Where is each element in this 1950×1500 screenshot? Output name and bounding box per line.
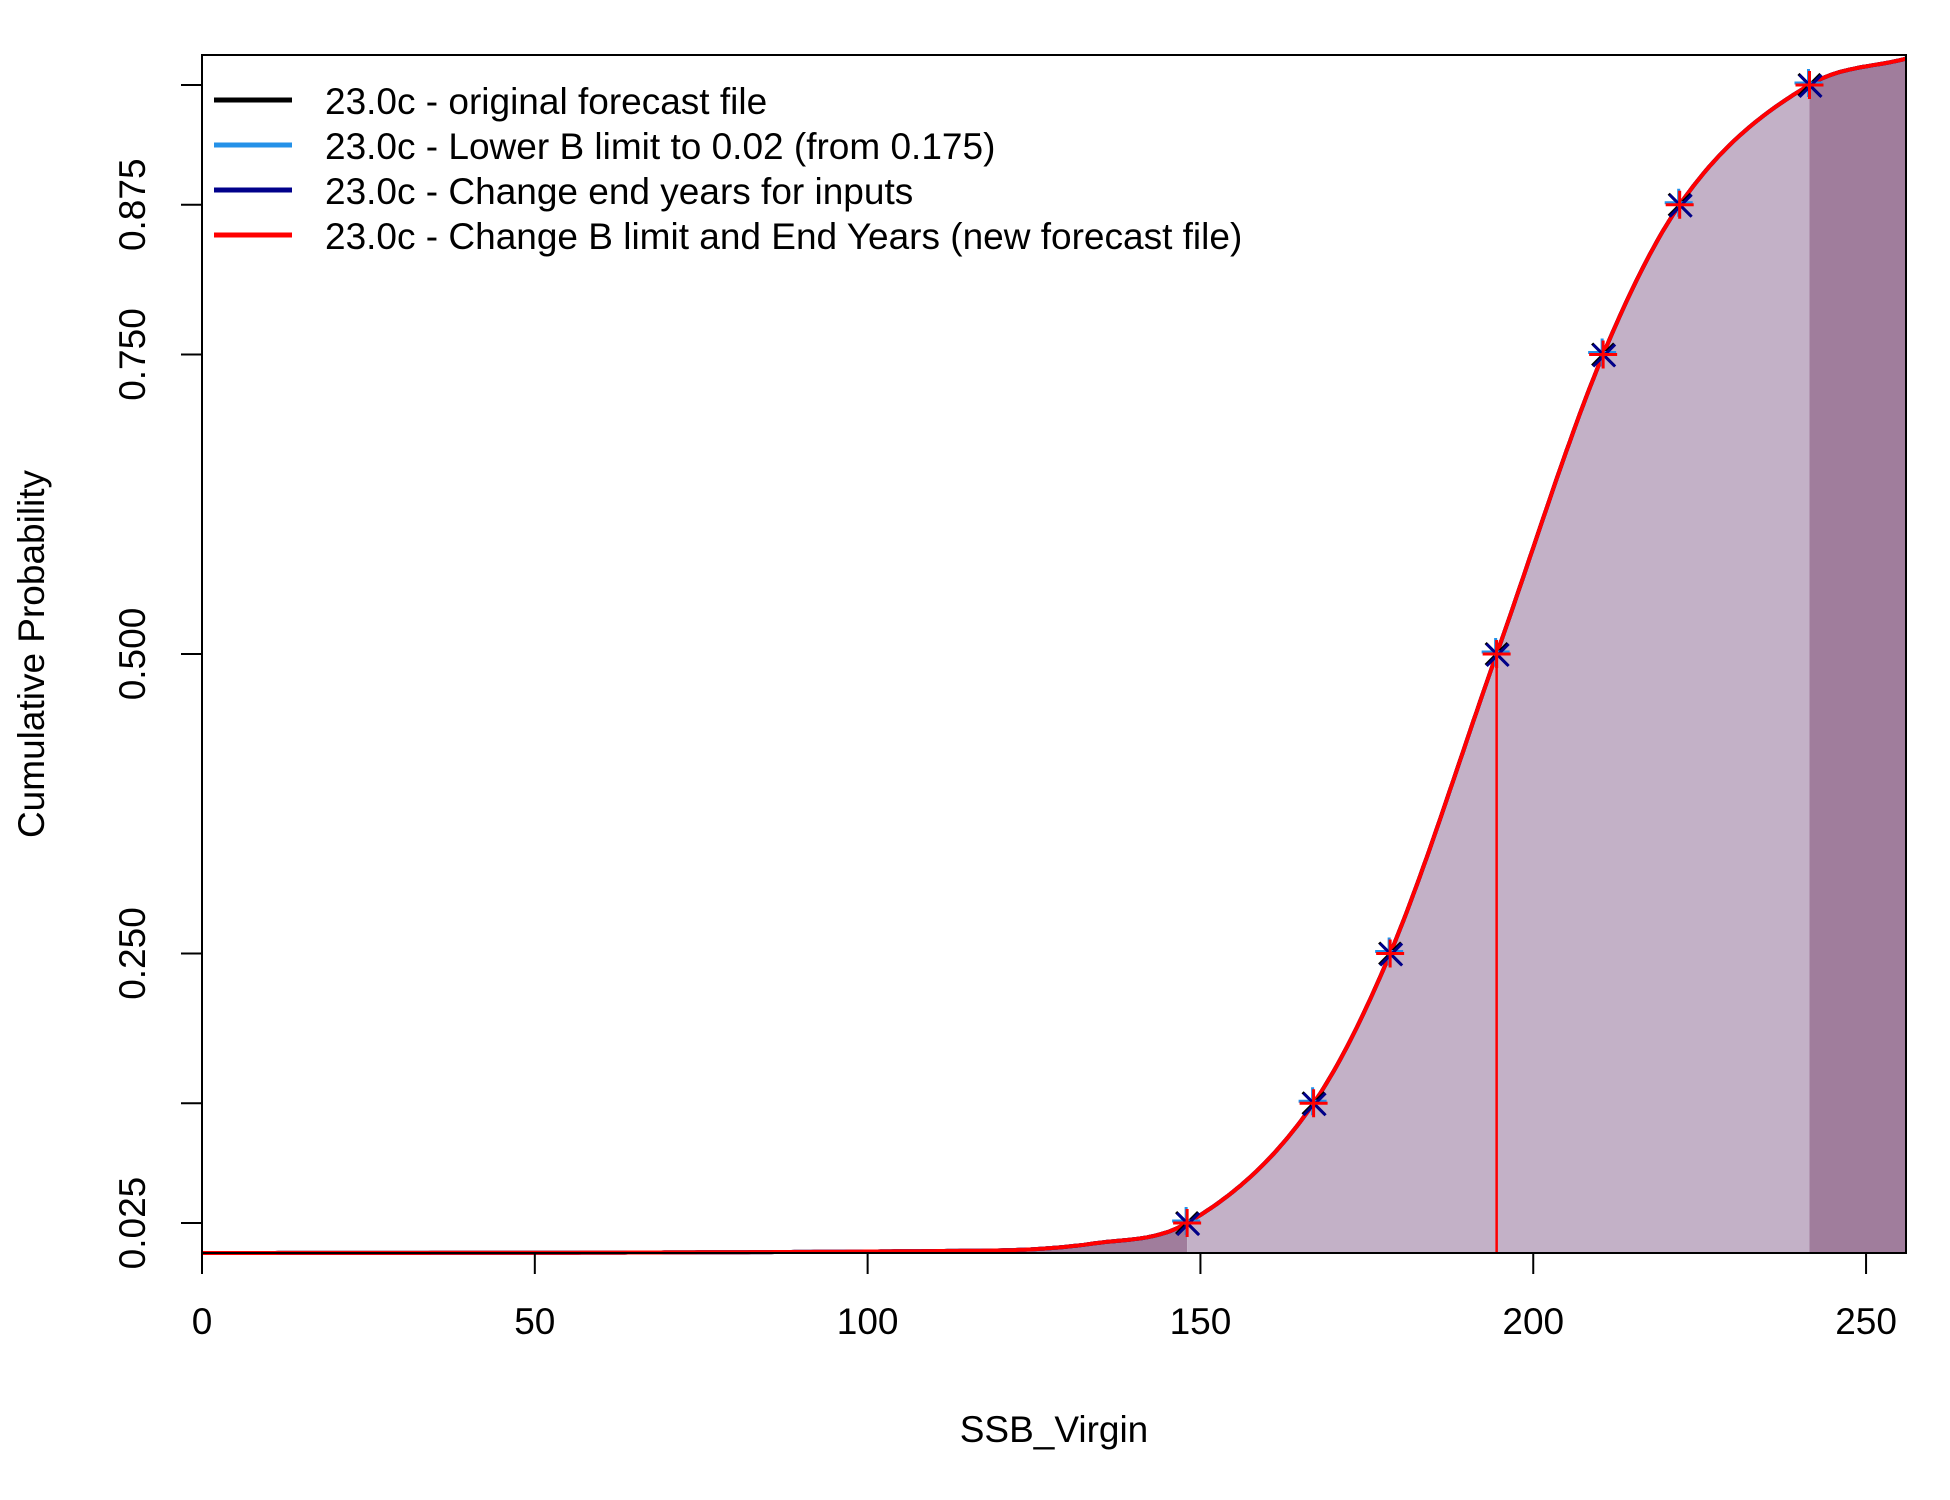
quantile-marker-4-6	[1665, 190, 1694, 219]
plus-marker	[1589, 340, 1618, 369]
x-axis: 0 50 100 150 200 250	[192, 1252, 1897, 1342]
y-axis-label: Cumulative Probability	[11, 469, 52, 838]
quantile-marker-4-3	[1376, 939, 1405, 968]
y-tick-label-2: 0.250	[112, 907, 153, 1000]
legend-label: 23.0c - Change end years for inputs	[325, 171, 913, 212]
legend-label: 23.0c - Change B limit and End Years (ne…	[325, 216, 1242, 257]
quantile-marker-4-1	[1173, 1209, 1202, 1238]
legend-label: 23.0c - Lower B limit to 0.02 (from 0.17…	[325, 126, 995, 167]
plus-marker	[1665, 190, 1694, 219]
x-tick-label-3: 150	[1170, 1301, 1232, 1342]
plus-marker	[1376, 939, 1405, 968]
y-tick-label-4: 0.750	[112, 308, 153, 401]
plus-marker	[1795, 70, 1824, 99]
legend-item-4: 23.0c - Change B limit and End Years (ne…	[214, 216, 1242, 257]
legend-label: 23.0c - original forecast file	[325, 81, 767, 122]
quantile-marker-4-2	[1299, 1089, 1328, 1118]
y-tick-label-0: 0.025	[112, 1177, 153, 1270]
x-tick-label-1: 50	[514, 1301, 555, 1342]
x-tick-label-4: 200	[1502, 1301, 1564, 1342]
quantile-marker-4-4	[1482, 640, 1511, 668]
quantile-marker-4-7	[1795, 70, 1824, 99]
lower-tail-area	[202, 1223, 1188, 1253]
quantile-marker-4-5	[1589, 340, 1618, 369]
plus-marker	[1299, 1089, 1328, 1118]
probability-shading	[202, 58, 1906, 1254]
x-tick-label-0: 0	[192, 1301, 213, 1342]
quantile-points	[1172, 68, 1824, 1238]
plus-marker	[1482, 640, 1511, 668]
y-axis: 0.025 0.250 0.500 0.750 0.875	[112, 83, 203, 1270]
x-axis-label: SSB_Virgin	[960, 1409, 1149, 1450]
legend-item-3: 23.0c - Change end years for inputs	[214, 171, 913, 212]
x-tick-label-2: 100	[837, 1301, 899, 1342]
y-tick-label-5: 0.875	[112, 158, 153, 251]
central-interval-area	[1187, 85, 1810, 1253]
x-tick-label-5: 250	[1835, 1301, 1897, 1342]
upper-tail-area	[1809, 58, 1906, 1254]
y-tick-label-3: 0.500	[112, 608, 153, 701]
plus-marker	[1173, 1209, 1202, 1238]
legend-item-2: 23.0c - Lower B limit to 0.02 (from 0.17…	[214, 126, 995, 167]
legend-item-1: 23.0c - original forecast file	[214, 81, 767, 122]
